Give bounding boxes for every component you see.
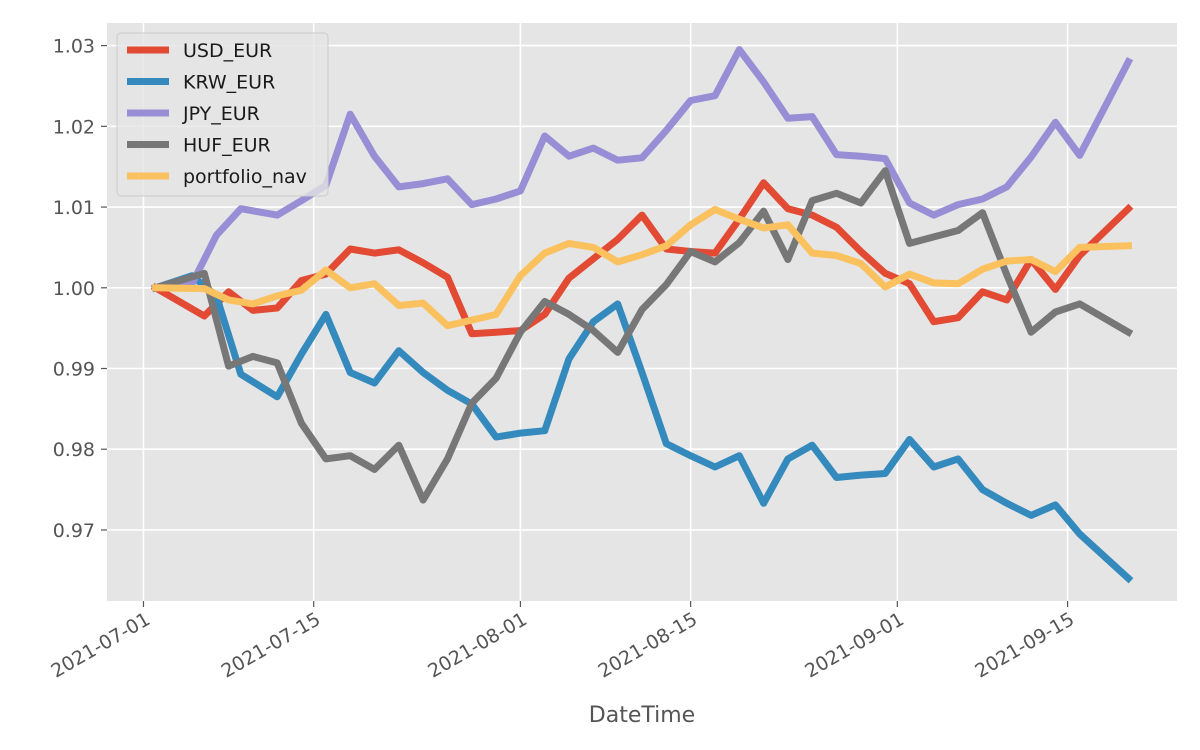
series-line-portfolio-nav (152, 206, 1133, 330)
y-tick-label: 1.02 (53, 116, 95, 138)
legend: USD_EUR KRW_EUR JPY_EUR HUF_EUR portfolio_na… (116, 32, 329, 197)
y-tick-label: 0.99 (53, 359, 95, 381)
legend-label-huf-eur: HUF_EUR (183, 135, 271, 157)
y-tick-label: 0.97 (53, 520, 95, 542)
series-line-jpy-eur (151, 46, 1134, 292)
y-tick-label: 1.03 (53, 36, 95, 58)
legend-label-jpy-eur: JPY_EUR (182, 103, 260, 125)
y-tick-label: 1.01 (53, 197, 95, 219)
legend-box (116, 32, 329, 197)
x-axis-label: DateTime (589, 703, 695, 728)
legend-label-portfolio-nav: portfolio_nav (183, 166, 307, 188)
series-lines (150, 46, 1134, 584)
series-line-usd-eur (150, 179, 1134, 338)
legend-label-krw-eur: KRW_EUR (183, 72, 275, 94)
legend-label-usd-eur: USD_EUR (183, 40, 272, 62)
y-tick-label: 0.98 (53, 439, 95, 461)
series-line-huf-eur (151, 167, 1134, 504)
series-line-krw-eur (151, 272, 1134, 584)
y-tick-label: 1.00 (53, 278, 95, 300)
